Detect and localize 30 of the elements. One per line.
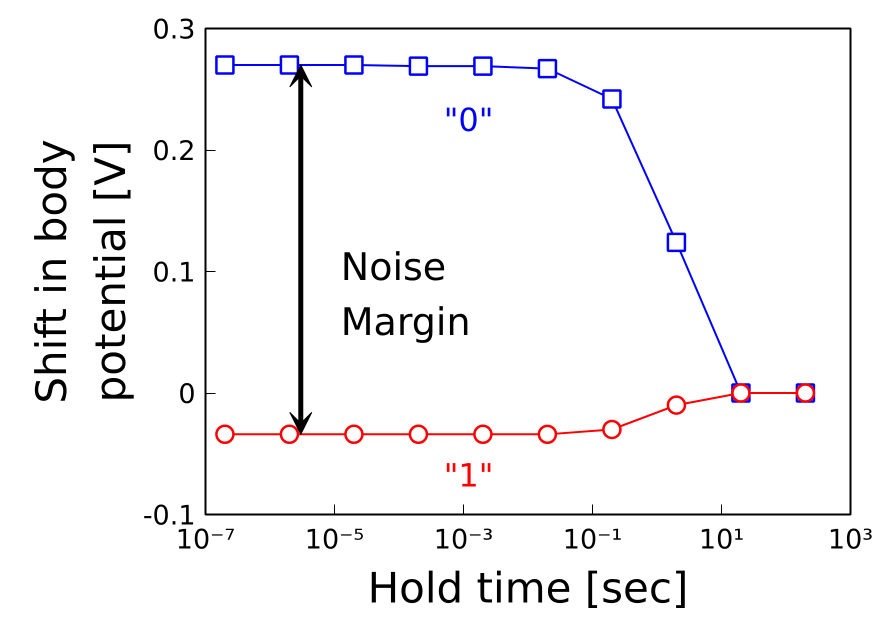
x-tick-label: 10⁻¹ [562,524,622,556]
point [602,89,622,109]
point [344,55,364,75]
x-tick-label: 10⁻⁵ [304,524,364,556]
point [602,420,622,440]
series-label: "1" [444,456,494,494]
series-label: "0" [444,101,494,140]
point [280,55,300,75]
point [473,56,493,76]
y-tick-label: 0.1 [152,258,196,288]
point [215,424,235,444]
point [538,58,558,78]
y-axis-title: Shift in body potential [V] [27,139,135,404]
point [344,424,364,444]
point [215,55,235,75]
point [280,424,300,444]
y-tick-label: 0.2 [152,136,196,167]
y-tick-label: 0.3 [152,14,196,46]
x-tick-label: 10¹ [698,524,744,556]
point [666,395,686,415]
point [473,424,493,444]
x-tick-label: 10⁻³ [434,524,494,556]
x-tick-label: 10³ [828,524,874,556]
point [408,424,428,444]
point [408,56,428,76]
x-axis-title: Hold time [sec] [368,564,688,612]
y-tick-label: 0 [178,379,196,410]
point [538,424,558,444]
annotation: Noise Margin [340,245,471,344]
point [666,232,686,252]
